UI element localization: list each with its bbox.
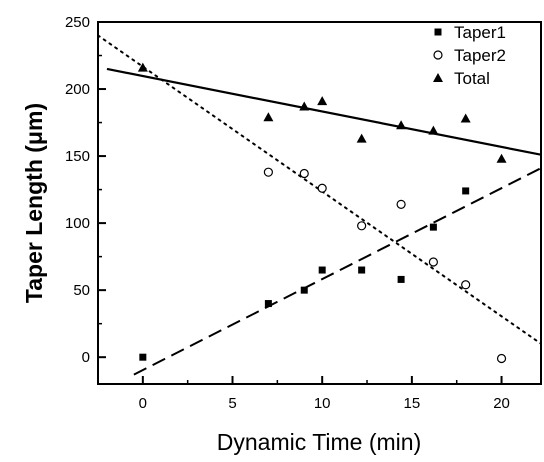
taper1-point bbox=[397, 275, 405, 283]
taper2-point bbox=[357, 221, 367, 231]
taper2-point bbox=[496, 353, 507, 364]
total-point bbox=[428, 125, 439, 135]
y-tick-label: 50 bbox=[73, 282, 90, 299]
total-legend-marker bbox=[433, 73, 443, 82]
taper1-point bbox=[139, 353, 147, 361]
taper1-point bbox=[358, 266, 366, 274]
taper2-point bbox=[428, 257, 438, 267]
total-point bbox=[263, 112, 274, 122]
taper1-point bbox=[318, 266, 326, 274]
taper1-legend-marker bbox=[434, 28, 442, 36]
legend: Taper1 Taper2 Total bbox=[433, 23, 506, 88]
total-point bbox=[137, 62, 148, 72]
taper2-point bbox=[396, 199, 406, 209]
y-tick-label: 0 bbox=[82, 349, 90, 366]
taper1-point bbox=[429, 223, 437, 231]
x-axis-title: Dynamic Time (min) bbox=[217, 429, 421, 455]
total-fit-line bbox=[106, 67, 541, 156]
taper2-point bbox=[317, 183, 327, 193]
total-point bbox=[396, 120, 407, 130]
total-point bbox=[460, 113, 471, 123]
x-tick-label: 20 bbox=[493, 395, 510, 412]
taper1-point bbox=[264, 300, 272, 308]
y-tick-label: 200 bbox=[65, 81, 90, 98]
taper2-point bbox=[263, 167, 273, 177]
taper2-legend-marker bbox=[433, 50, 443, 60]
total-point bbox=[356, 133, 367, 143]
taper1-legend-label: Taper1 bbox=[454, 23, 506, 42]
taper2-legend-label: Taper2 bbox=[454, 46, 506, 65]
x-tick-label: 0 bbox=[139, 395, 147, 412]
total-point bbox=[317, 96, 328, 106]
y-tick-label: 150 bbox=[65, 148, 90, 165]
taper1-point bbox=[462, 187, 470, 195]
total-point bbox=[299, 101, 310, 111]
y-tick-label: 100 bbox=[65, 215, 90, 232]
plot-frame bbox=[97, 21, 542, 385]
taper1-point bbox=[300, 286, 308, 294]
x-tick-label: 15 bbox=[404, 395, 421, 412]
x-tick-label: 10 bbox=[314, 395, 331, 412]
fit-lines bbox=[98, 34, 541, 376]
total-point bbox=[496, 153, 507, 163]
x-tick-label: 5 bbox=[228, 395, 236, 412]
y-tick-label: 250 bbox=[65, 14, 90, 31]
taper1-fit-line bbox=[133, 167, 541, 376]
taper2-fit-line bbox=[98, 34, 541, 345]
total-legend-label: Total bbox=[454, 69, 490, 88]
y-axis-title: Taper Length (μm) bbox=[21, 103, 47, 303]
taper2-point bbox=[299, 168, 309, 179]
data-points bbox=[137, 62, 507, 364]
taper2-point bbox=[461, 280, 471, 290]
axis-ticks bbox=[97, 21, 503, 384]
